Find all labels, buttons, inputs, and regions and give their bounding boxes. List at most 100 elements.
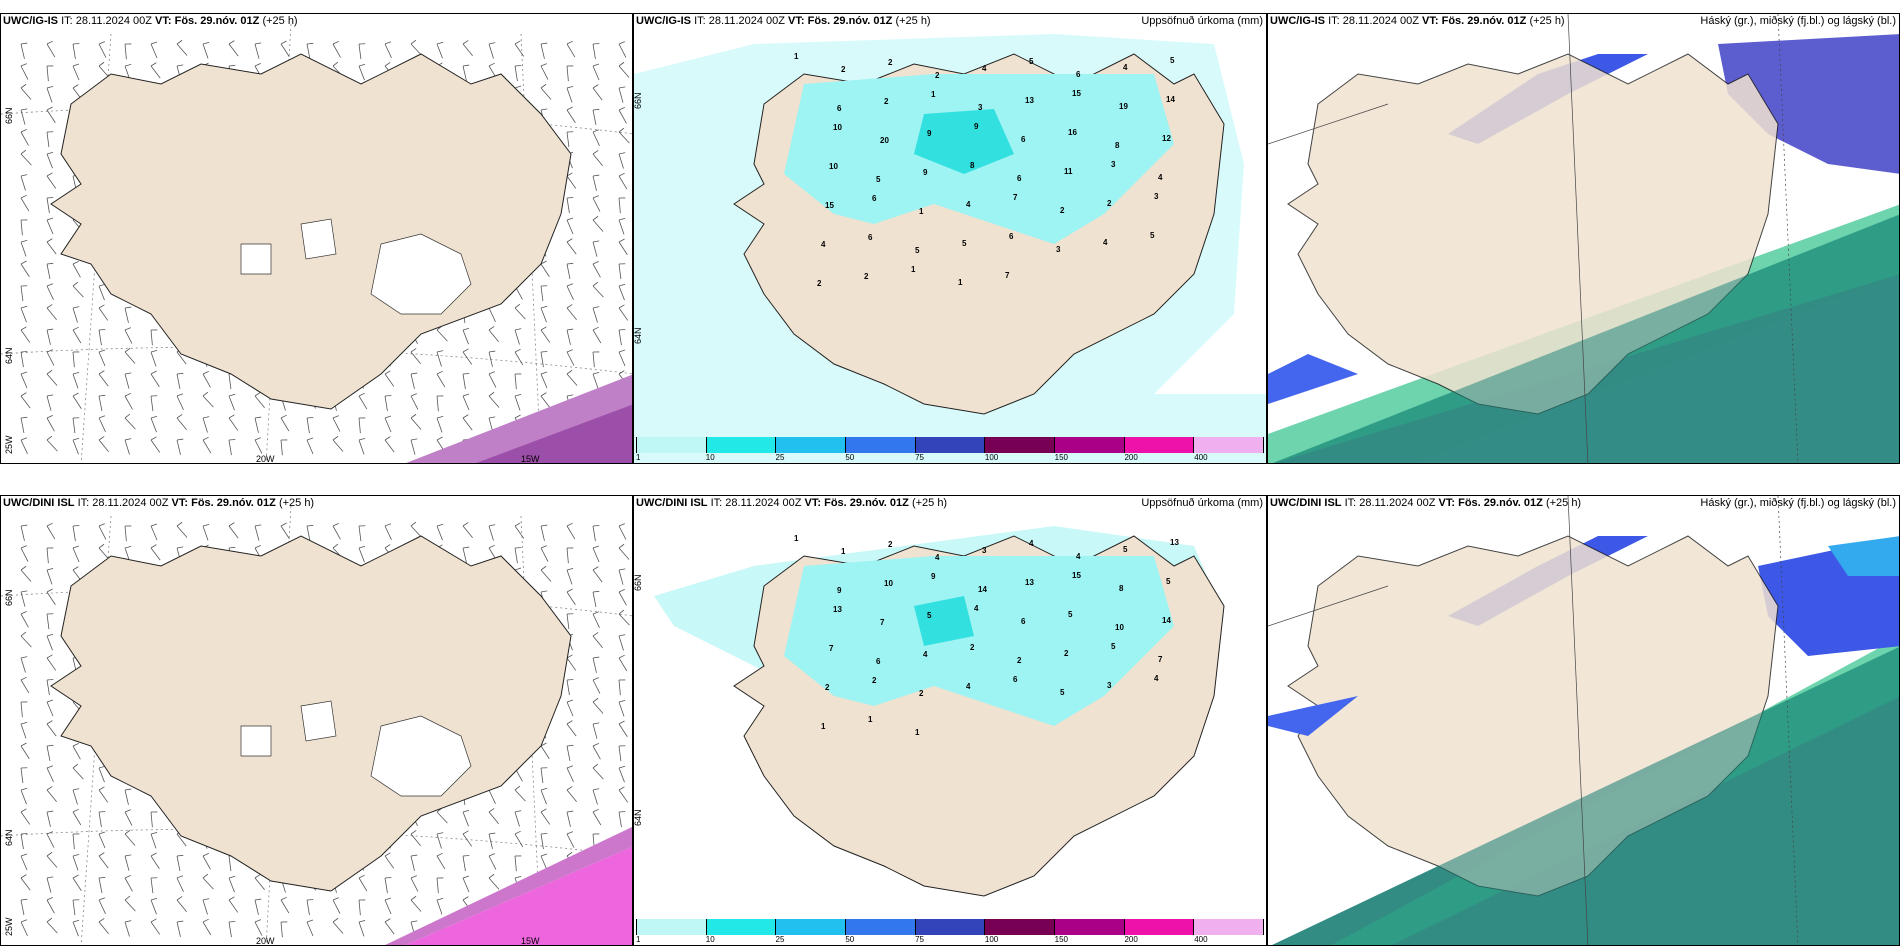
precip-map: 1222456456213131519141020996168121059861… (634, 34, 1266, 463)
wind-barb (592, 174, 600, 191)
colorbar (636, 919, 1265, 935)
precip-value: 13 (833, 605, 842, 614)
precip-value: 6 (1017, 174, 1022, 183)
wind-barb (592, 566, 603, 583)
wind-barb (124, 438, 132, 455)
wind-barb (514, 547, 522, 564)
precip-value: 3 (1107, 681, 1112, 690)
wind-barb (46, 65, 54, 82)
precip-value: 5 (1111, 642, 1116, 651)
wind-barb (98, 436, 109, 453)
precip-value: 5 (1060, 688, 1065, 697)
wind-barb (436, 523, 444, 541)
wind-barb (566, 613, 574, 630)
wind-barb (72, 545, 80, 563)
wind-barb (20, 326, 31, 343)
lat-label: 64N (633, 809, 643, 826)
wind-barb (488, 873, 500, 890)
lat-label: 66N (4, 107, 14, 124)
cloud-map (1268, 496, 1899, 945)
wind-barb (566, 679, 574, 696)
wind-barb (592, 150, 603, 167)
wind-barb (46, 917, 58, 934)
precip-value: 6 (1013, 675, 1018, 684)
wind-barb (462, 373, 470, 390)
wind-barb (358, 899, 366, 916)
wind-barb (540, 305, 548, 323)
wind-barb (46, 654, 57, 671)
wind-barb (566, 65, 574, 82)
wind-barb (410, 39, 422, 56)
precip-value: 4 (821, 240, 826, 249)
wind-barb (150, 41, 158, 59)
colorbar-tick: 400 (1194, 935, 1208, 944)
wind-barb (566, 262, 574, 280)
precip-value: 2 (1060, 206, 1065, 215)
wind-barb (20, 129, 29, 146)
wind-barb (20, 437, 28, 454)
precip-value: 4 (1029, 539, 1034, 548)
wind-barb (254, 416, 262, 433)
wind-barb (202, 873, 214, 890)
wind-barb (384, 877, 392, 894)
wind-barb (72, 788, 80, 805)
wind-barb (436, 350, 444, 367)
precip-panel-top: UWC/IG-IS IT: 28.11.2024 00Z VT: Fös. 29… (633, 13, 1267, 464)
panel-header: UWC/IG-IS IT: 28.11.2024 00Z VT: Fös. 29… (3, 15, 298, 27)
wind-barb (592, 590, 600, 608)
wind-barb (20, 808, 31, 825)
wind-barb (150, 370, 160, 387)
wind-barb (202, 524, 210, 541)
wind-barb (488, 42, 496, 59)
precip-value: 6 (1076, 70, 1081, 79)
precip-value: 3 (982, 546, 987, 555)
precip-value: 9 (837, 586, 842, 595)
colorbar-swatch (915, 919, 986, 935)
wind-barb (566, 765, 574, 782)
wind-barb (436, 41, 444, 59)
wind-barb (618, 41, 627, 58)
wind-barb (20, 194, 30, 212)
wind-barb (618, 523, 627, 540)
wind-barb (592, 722, 600, 739)
wind-barb (124, 788, 132, 805)
wind-barb (280, 439, 288, 456)
wind-barb (72, 417, 80, 434)
wind-barb (592, 697, 604, 714)
panel-title: Uppsöfnuð úrkoma (mm) (1141, 15, 1263, 27)
wind-barb (150, 544, 161, 561)
wind-barb (566, 786, 577, 803)
precip-value: 3 (978, 103, 983, 112)
precip-value: 3 (1111, 160, 1116, 169)
lat-label: 64N (4, 347, 14, 364)
wind-barb (566, 744, 574, 762)
wind-barb (72, 372, 80, 389)
colorbar-swatch (1124, 919, 1195, 935)
colorbar-swatch (706, 919, 777, 935)
wind-barb (384, 918, 395, 935)
wind-barb (462, 40, 473, 57)
precip-value: 5 (876, 175, 881, 184)
precip-value: 5 (1170, 56, 1175, 65)
wind-barb (618, 745, 626, 762)
wind-barb (358, 545, 366, 563)
wind-barb (46, 547, 54, 564)
wind-barb (72, 63, 80, 81)
colorbar-swatch (846, 919, 916, 935)
precip-value: 8 (1119, 584, 1124, 593)
precip-value: 10 (829, 162, 838, 171)
precip-value: 2 (888, 540, 893, 549)
precip-value: 2 (872, 676, 877, 685)
precip-value: 1 (794, 52, 799, 61)
wind-barb (566, 349, 575, 366)
wind-barb (618, 218, 626, 235)
wind-barb (618, 609, 630, 626)
wind-barb (540, 524, 548, 541)
wind-barb (202, 391, 214, 408)
panel-title: Háský (gr.), miðský (fj.bl.) og lágský (… (1700, 15, 1896, 27)
wind-barb (410, 854, 418, 871)
wind-barb (436, 898, 444, 915)
wind-barb (124, 327, 133, 344)
lat-label: 64N (4, 829, 14, 846)
colorbar-tick: 400 (1194, 453, 1208, 462)
